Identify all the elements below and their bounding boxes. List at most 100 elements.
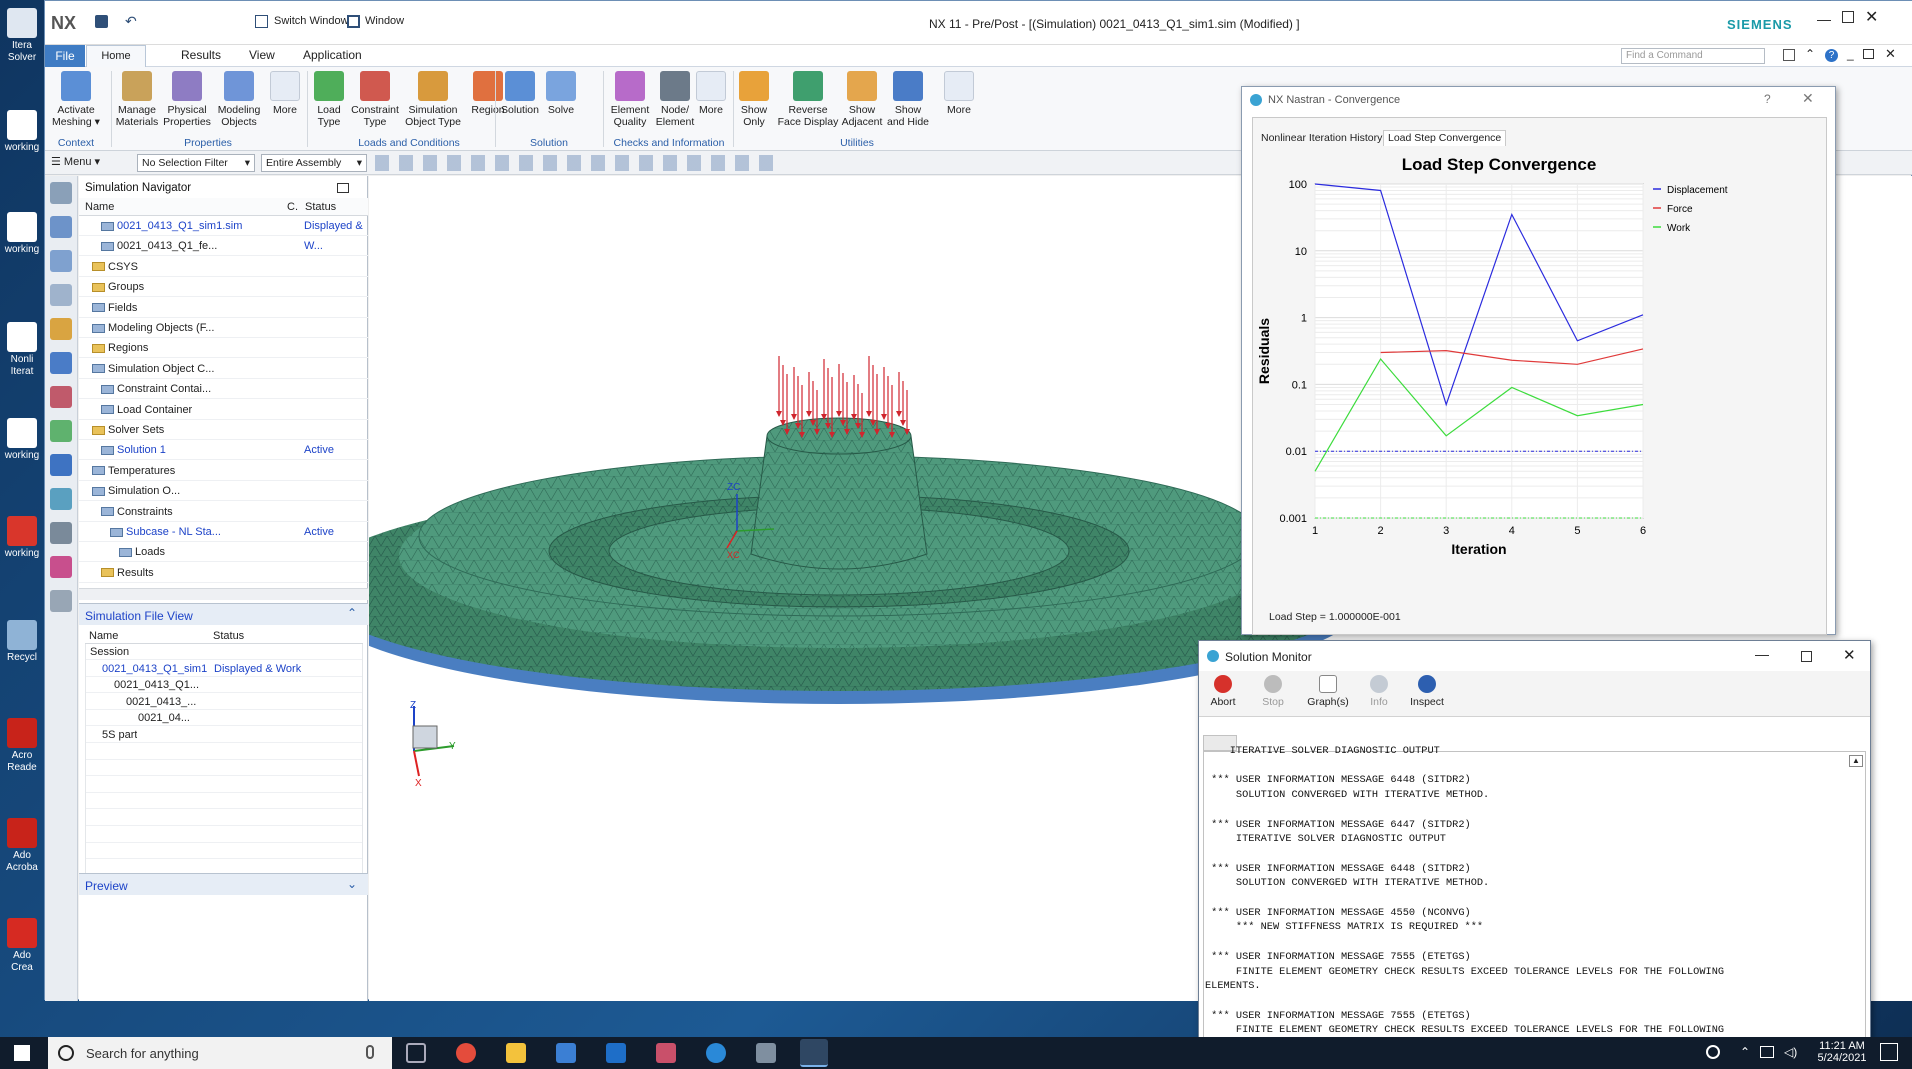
more-utilities-button[interactable]: More [941,71,977,116]
desktop-icon-working-1[interactable]: working [2,110,42,154]
search-box[interactable]: Search for anything [48,1037,392,1069]
web-browser-icon[interactable] [50,488,72,510]
more-properties-button[interactable]: More [267,71,303,116]
close-button[interactable]: ✕ [1802,90,1814,106]
doc-restore-button[interactable] [1863,49,1874,59]
activate-meshing-button[interactable]: Activate Meshing ▾ [45,71,107,128]
layout-icon[interactable] [1783,49,1795,61]
show-adjacent-button[interactable]: Show Adjacent [839,71,885,128]
constraint-navigator-icon[interactable] [50,352,72,374]
navigator-row[interactable]: Simulation Object C... [79,359,368,379]
tab-view[interactable]: View [249,48,275,62]
navigator-row[interactable]: 0021_0413_Q1_sim1.sim Displayed & W... [79,216,368,252]
chevron-down-icon[interactable]: ⌄ [347,877,358,891]
help-button[interactable]: ? [1764,92,1771,106]
tab-nonlinear-iteration-history[interactable]: Nonlinear Iteration History [1261,132,1383,144]
graphs-button[interactable]: Graph(s) [1303,675,1353,708]
navigator-row[interactable]: Fields [79,298,368,318]
solution-button[interactable]: Solution [497,71,543,116]
node-element-button[interactable]: Node/ Element [653,71,697,128]
help-icon[interactable]: ? [1825,49,1838,62]
navigator-row[interactable]: Regions [79,338,368,359]
task-view-icon[interactable] [406,1043,426,1063]
navigator-scrollbar[interactable] [79,588,368,600]
desktop-icon-adobe-acrobat[interactable]: Ado Acroba [2,818,42,874]
selection-tools-icons[interactable] [375,155,775,171]
results-icon[interactable] [50,420,72,442]
microphone-icon[interactable] [366,1045,374,1059]
navigator-row[interactable]: Constraint Contai... [79,379,368,400]
constraint-type-button[interactable]: Constraint Type [351,71,399,128]
maximize-button[interactable] [1842,11,1854,23]
tab-file[interactable]: File [45,45,85,67]
solve-button[interactable]: Solve [541,71,581,116]
switch-window-button[interactable]: Switch Window [274,15,349,27]
chrome-icon[interactable] [456,1043,476,1063]
column-name[interactable]: Name [85,201,115,213]
doc-close-button[interactable]: ✕ [1885,46,1896,61]
region-button[interactable]: Region [465,71,511,116]
navigator-row[interactable]: Modeling Objects (F... [79,318,368,338]
navigator-row[interactable]: Subcase - NL Sta... Active [79,522,368,542]
volume-icon[interactable]: ◁) [1784,1045,1798,1059]
settings-icon[interactable] [50,182,72,204]
simulation-navigator-icon[interactable] [50,216,72,238]
column-name[interactable]: Name [89,630,119,642]
history-clock-icon[interactable] [50,522,72,544]
navigator-row[interactable]: Load Container [79,400,368,420]
notification-icon[interactable] [1880,1043,1898,1061]
file-view-row[interactable]: 0021_04... [86,710,362,727]
assembly-scope-dropdown[interactable]: Entire Assembly ▾ [261,154,367,172]
outlook-icon[interactable] [606,1043,626,1063]
navigator-row[interactable]: Temperatures [79,461,368,481]
file-view-row[interactable]: 0021_0413_Q1... [86,677,362,694]
save-icon[interactable] [95,15,108,28]
minimize-button[interactable]: — [1817,11,1831,27]
load-type-button[interactable]: Load Type [309,71,349,128]
navigator-row[interactable]: Simulation O... [79,481,368,502]
selection-filter-dropdown[interactable]: No Selection Filter ▾ [137,154,255,172]
abort-button[interactable]: Abort [1203,675,1243,708]
navigator-row[interactable]: 0021_0413_Q1_fe... [79,236,368,257]
undock-icon[interactable] [337,183,349,193]
windows-start-icon[interactable] [14,1045,30,1061]
history-icon[interactable] [50,284,72,306]
info-button[interactable]: Info [1359,675,1399,708]
file-view-row[interactable]: 0021_0413_... [86,694,362,710]
find-command-input[interactable]: Find a Command [1621,48,1765,64]
part-navigator-icon[interactable] [50,250,72,272]
close-button[interactable]: ✕ [1865,9,1879,26]
window-menu[interactable]: Window [365,15,405,27]
palette-icon[interactable] [50,556,72,578]
close-button[interactable]: ✕ [1843,647,1856,664]
minimize-button[interactable]: — [1755,646,1769,662]
stop-button[interactable]: Stop [1253,675,1293,708]
file-view-row[interactable]: Session [86,644,362,660]
reverse-face-display-button[interactable]: Reverse Face Display [777,71,839,128]
show-and-hide-button[interactable]: Show and Hide [885,71,931,128]
nx-running-icon[interactable] [800,1039,828,1067]
scroll-up-button[interactable]: ▲ [1849,755,1863,767]
undo-icon[interactable]: ↶ [125,13,137,29]
manage-materials-button[interactable]: Manage Materials [113,71,161,128]
column-status[interactable]: Status [305,201,337,213]
people-icon[interactable] [1706,1045,1720,1059]
show-only-button[interactable]: Show Only [735,71,773,128]
inspect-button[interactable]: Inspect [1405,675,1449,708]
desktop-icon-adobe-creative[interactable]: Ado Crea [2,918,42,974]
network-icon[interactable] [1760,1046,1774,1058]
roles-icon[interactable] [50,590,72,612]
navigator-row[interactable]: Solver Sets [79,420,368,440]
file-view-header[interactable]: Simulation File View ⌃ [79,603,368,625]
menu-button[interactable]: ☰ Menu ▾ [51,156,101,168]
info-icon[interactable] [50,454,72,476]
nx-app-icon[interactable] [556,1043,576,1063]
element-quality-button[interactable]: Element Quality [607,71,653,128]
desktop-icon-working-3[interactable]: working [2,418,42,462]
collapse-ribbon-icon[interactable]: ⌃ [1805,47,1816,61]
desktop-icon-iterative-solver[interactable]: Itera Solver [2,8,42,64]
file-view-row[interactable]: 5S part [86,727,362,743]
file-explorer-icon[interactable] [506,1043,526,1063]
maximize-button[interactable] [1801,651,1812,662]
file-view-row[interactable]: 0021_0413_Q1_sim1 Displayed & Work [86,661,362,677]
